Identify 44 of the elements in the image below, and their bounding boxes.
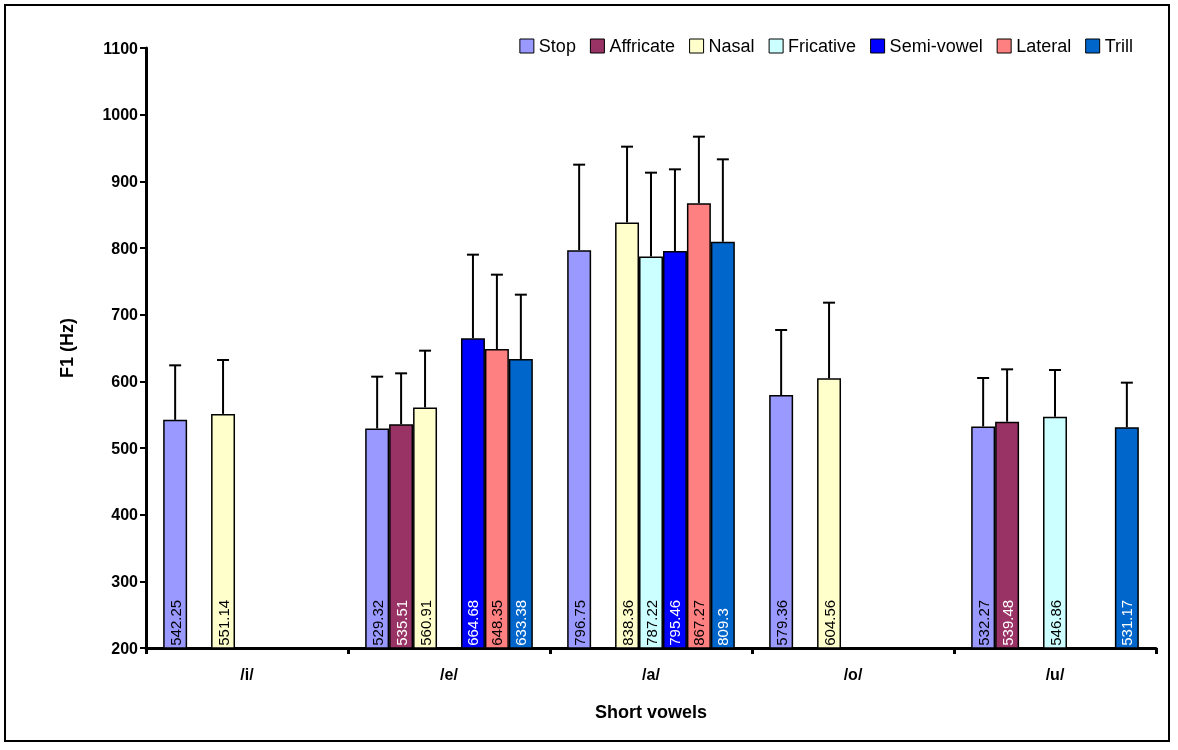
- data-label: 604.56: [820, 599, 838, 646]
- data-label: 535.51: [392, 599, 410, 646]
- legend-label: Stop: [538, 36, 576, 56]
- data-label: 531.17: [1118, 599, 1136, 646]
- y-tick-label: 800: [111, 239, 139, 257]
- data-label: 579.36: [772, 599, 790, 646]
- data-label: 838.36: [618, 599, 636, 646]
- data-label: 795.46: [666, 599, 684, 646]
- data-label: 539.48: [998, 599, 1016, 646]
- x-tick-label: /e/: [440, 665, 459, 683]
- y-tick-label: 600: [111, 372, 139, 390]
- data-label: 809.3: [714, 608, 732, 646]
- y-tick-label: 900: [111, 172, 139, 190]
- x-tick-label: /a/: [642, 665, 661, 683]
- data-label: 551.14: [214, 599, 232, 646]
- legend-label: Semi-vowel: [889, 36, 983, 56]
- x-tick-label: /u/: [1045, 665, 1065, 683]
- data-label: 787.22: [642, 599, 660, 646]
- legend-label: Lateral: [1016, 36, 1072, 56]
- data-label: 664.68: [464, 599, 482, 646]
- legend-label: Affricate: [609, 36, 676, 56]
- data-label: 542.25: [166, 599, 184, 646]
- y-tick-label: 400: [111, 506, 139, 524]
- data-label: 648.35: [488, 599, 506, 646]
- y-tick-label: 300: [111, 572, 139, 590]
- y-tick-label: 700: [111, 306, 139, 324]
- legend-label: Nasal: [708, 36, 755, 56]
- data-label: 532.27: [974, 599, 992, 646]
- data-label: 546.86: [1046, 599, 1064, 646]
- y-tick-label: 200: [111, 639, 139, 657]
- legend-label: Trill: [1104, 36, 1134, 56]
- data-label: 529.32: [368, 599, 386, 646]
- y-tick-label: 1100: [103, 39, 139, 57]
- x-tick-label: /i/: [240, 665, 255, 683]
- y-tick-label: 500: [111, 439, 139, 457]
- y-tick-label: 1000: [102, 106, 139, 124]
- x-axis-title: Short vowels: [594, 702, 708, 722]
- data-label: 796.75: [570, 599, 588, 646]
- legend-label: Fricative: [788, 36, 857, 56]
- x-tick-label: /o/: [843, 665, 863, 683]
- y-axis-title: F1 (Hz): [57, 318, 77, 378]
- data-label: 633.38: [512, 599, 530, 646]
- data-label: 560.91: [416, 599, 434, 646]
- data-label: 867.27: [690, 599, 708, 646]
